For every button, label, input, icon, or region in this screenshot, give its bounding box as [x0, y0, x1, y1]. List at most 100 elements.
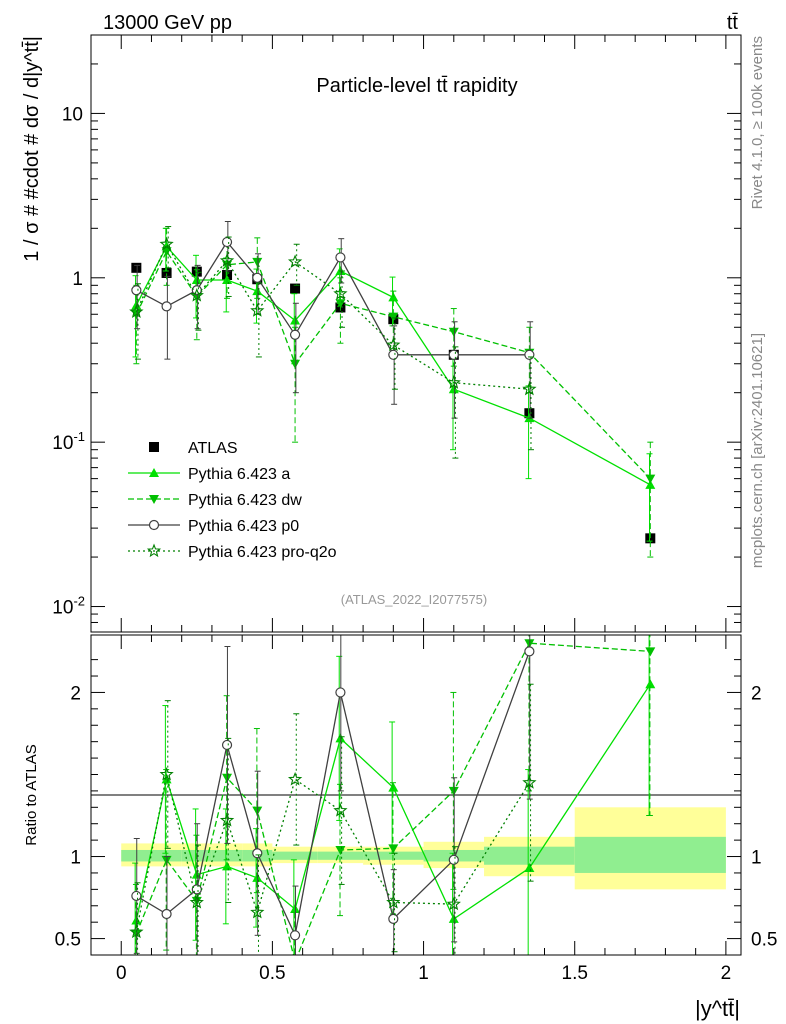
series-marker — [448, 384, 459, 394]
series-marker — [129, 304, 144, 319]
mcplots-reference-label: mcplots.cern.ch [arXiv:2401.10621] — [749, 333, 766, 568]
uncertainty-band-inner — [272, 851, 318, 860]
y-tick-label: 10-1 — [52, 429, 85, 454]
ratio-y-tick-label-left: 0.5 — [55, 930, 81, 951]
ratio-marker — [290, 958, 300, 967]
series-line — [135, 242, 530, 390]
legend-marker — [149, 495, 159, 504]
ratio-marker — [522, 775, 537, 789]
ratio-marker — [524, 863, 535, 873]
ratio-marker — [388, 913, 399, 924]
ratio-marker — [252, 848, 263, 859]
series-marker — [250, 303, 265, 317]
series-line — [135, 240, 530, 356]
ratio-line — [135, 774, 530, 933]
ratio-marker — [446, 896, 461, 911]
ratio-marker — [645, 679, 656, 689]
rivet-version-label: Rivet 4.1.0, ≥ 100k events — [749, 36, 766, 209]
series-marker — [290, 359, 301, 369]
ratio-marker — [335, 687, 346, 698]
legend-label: Pythia 6.423 pro-q2o — [188, 544, 337, 561]
legend: ATLAS Pythia 6.423 a Pythia 6.423 dw Pythia… — [128, 440, 337, 561]
ratio-y-tick-label-right: 0.5 — [751, 930, 777, 951]
series-marker — [448, 349, 459, 360]
ratio-marker — [222, 861, 233, 871]
ratio-marker — [448, 854, 459, 865]
main-series-4 — [129, 226, 537, 459]
x-axis-label: |y^tt̄| — [695, 996, 740, 1021]
y-tick-label: 10 — [62, 104, 83, 125]
main-series-3 — [131, 221, 535, 419]
series-marker — [131, 285, 142, 296]
ratio-marker — [250, 904, 265, 919]
x-tick-label: 0 — [116, 963, 127, 984]
ratio-marker — [131, 890, 142, 902]
x-tick-label: 2 — [721, 963, 732, 984]
series-marker — [522, 381, 537, 396]
legend-label: Pythia 6.423 a — [188, 466, 290, 483]
legend-marker-atlas — [149, 442, 159, 452]
series-marker — [290, 315, 301, 325]
series-marker — [289, 329, 301, 340]
ratio-marker — [159, 766, 174, 781]
ratio-y-tick-label-right: 2 — [751, 683, 762, 704]
ratio-marker — [645, 647, 656, 657]
ratio-marker — [333, 803, 348, 817]
series-marker — [386, 337, 401, 352]
series-marker — [252, 286, 263, 296]
header-energy-label: 13000 GeV pp — [103, 12, 232, 34]
series-marker — [161, 301, 172, 312]
atlas-data-point — [161, 267, 172, 278]
atlas-data-point — [131, 262, 142, 273]
main-series-2 — [131, 227, 656, 558]
y-tick-label: 10-2 — [52, 594, 85, 619]
main-panel-frame — [90, 34, 742, 633]
ratio-marker — [191, 884, 202, 895]
series-marker — [335, 299, 346, 309]
ratio-marker — [335, 845, 346, 855]
ratio-marker — [161, 908, 172, 920]
series-marker — [252, 272, 263, 283]
legend-marker — [149, 468, 159, 477]
legend-marker — [146, 543, 162, 558]
ratio-marker — [289, 930, 301, 941]
ratio-series-3 — [129, 683, 537, 955]
main-panel-title: Particle-level tt̄ rapidity — [316, 75, 517, 97]
ratio-y-tick-label-left: 2 — [70, 683, 81, 704]
ratio-marker — [386, 895, 401, 909]
series-marker — [645, 479, 656, 489]
series-marker — [448, 327, 459, 337]
ratio-marker — [388, 844, 399, 854]
main-panel: Particle-level tt̄ rapidity (ATLAS_2022_… — [21, 34, 742, 633]
analysis-watermark: (ATLAS_2022_I2077575) — [341, 592, 487, 607]
legend-label: Pythia 6.423 dw — [188, 492, 302, 509]
ratio-line — [135, 651, 531, 938]
ratio-marker — [129, 924, 144, 939]
series-marker — [219, 253, 235, 267]
uncertainty-band-inner — [484, 846, 575, 865]
series-marker — [333, 286, 348, 300]
ratio-panel: 0.5 0.5 1 1 2 2 0 0.5 1 1.5 2 Ratio to ATLAS |y^tt… — [23, 634, 777, 1021]
ratio-panel-frame — [90, 634, 742, 956]
series-marker — [645, 474, 656, 484]
series-marker — [159, 236, 174, 251]
header-process-label: tt̄ — [727, 12, 739, 34]
atlas-data-point — [290, 283, 301, 294]
uncertainty-band-inner — [211, 849, 243, 862]
y-tick-label: 1 — [72, 269, 83, 290]
x-tick-label: 1 — [418, 963, 429, 984]
legend-marker — [148, 519, 160, 531]
series-marker — [388, 349, 399, 360]
ratio-marker — [221, 739, 233, 751]
ratio-marker — [189, 894, 204, 909]
legend-label: ATLAS — [188, 440, 238, 457]
uncertainty-band-inner — [574, 836, 726, 873]
series-marker — [189, 287, 204, 302]
ratio-y-tick-label-left: 1 — [70, 848, 81, 869]
series-marker — [287, 254, 303, 268]
series-marker — [221, 236, 233, 248]
ratio-series-2 — [131, 635, 535, 955]
ratio-y-axis-label: Ratio to ATLAS — [23, 744, 40, 845]
atlas-data-point — [645, 533, 656, 544]
